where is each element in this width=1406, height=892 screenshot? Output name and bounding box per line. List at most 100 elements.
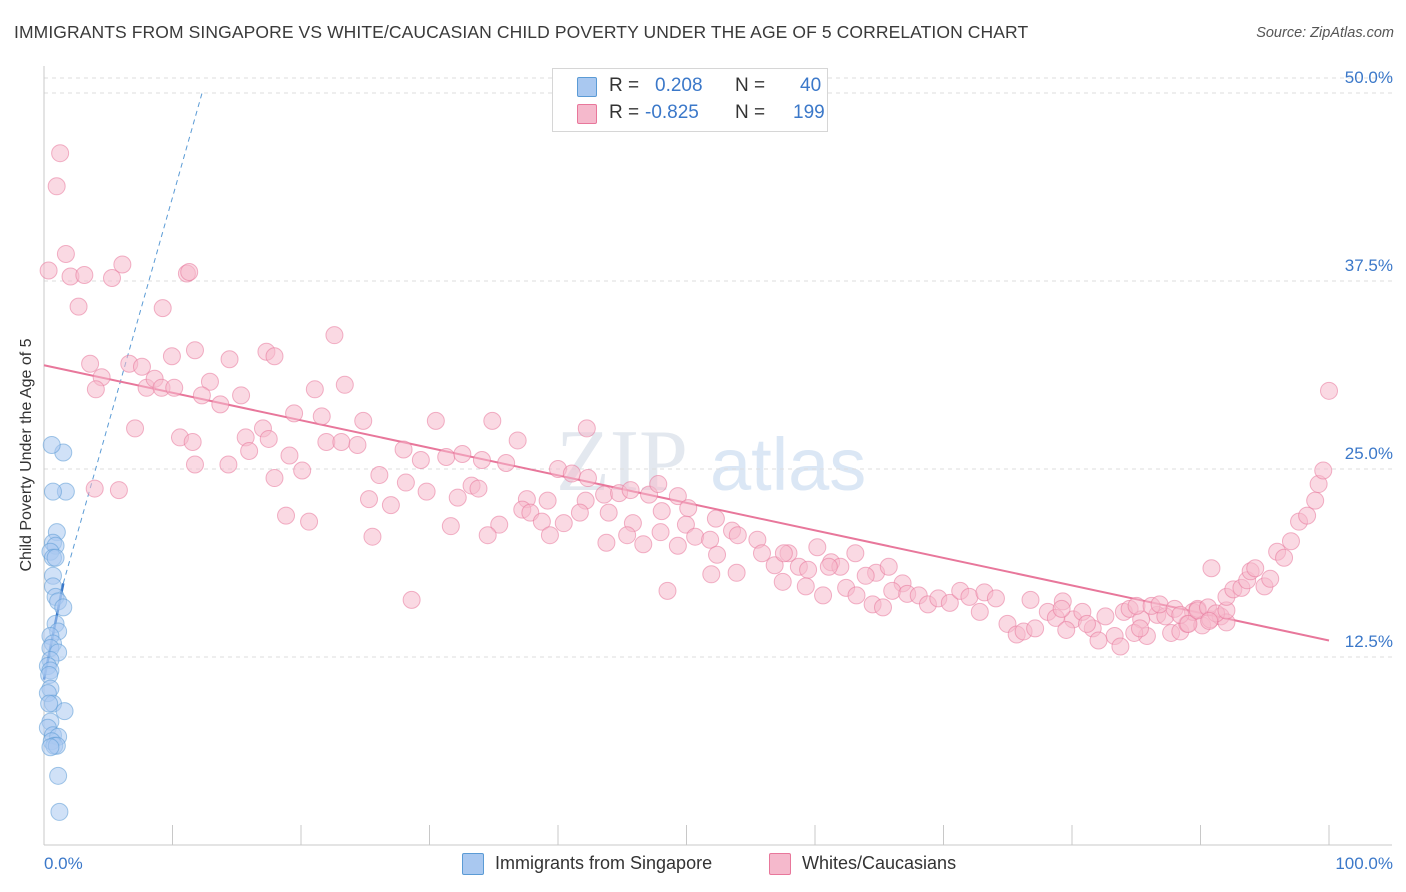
data-point-whites bbox=[686, 527, 705, 546]
data-point-singapore bbox=[55, 702, 74, 721]
data-point-whites bbox=[1111, 637, 1130, 656]
data-point-whites bbox=[132, 357, 151, 376]
data-point-whites bbox=[411, 450, 430, 469]
data-point-whites bbox=[1057, 620, 1076, 639]
data-point-whites bbox=[211, 395, 230, 414]
data-point-whites bbox=[883, 581, 902, 600]
data-point-whites bbox=[1150, 595, 1169, 614]
data-point-whites bbox=[51, 144, 70, 163]
data-point-whites bbox=[109, 481, 128, 500]
data-point-whites bbox=[1202, 559, 1221, 578]
legend-n-value: 199 bbox=[793, 102, 825, 123]
data-point-whites bbox=[335, 375, 354, 394]
data-point-whites bbox=[441, 517, 460, 536]
data-point-whites bbox=[773, 572, 792, 591]
data-point-whites bbox=[312, 407, 331, 426]
data-point-whites bbox=[265, 469, 284, 488]
data-point-whites bbox=[814, 586, 833, 605]
data-point-whites bbox=[727, 563, 746, 582]
data-point-whites bbox=[102, 269, 121, 288]
data-point-whites bbox=[478, 526, 497, 545]
data-point-whites bbox=[1021, 590, 1040, 609]
data-point-whites bbox=[856, 566, 875, 585]
legend-r-value: 0.208 bbox=[655, 75, 703, 96]
data-point-singapore bbox=[50, 802, 69, 821]
data-point-whites bbox=[220, 350, 239, 369]
data-point-whites bbox=[847, 586, 866, 605]
data-point-whites bbox=[597, 533, 616, 552]
data-point-whites bbox=[538, 491, 557, 510]
data-point-whites bbox=[363, 527, 382, 546]
data-point-whites bbox=[651, 523, 670, 542]
data-point-whites bbox=[185, 455, 204, 474]
data-point-whites bbox=[1261, 569, 1280, 588]
data-point-whites bbox=[1298, 506, 1317, 525]
data-point-whites bbox=[728, 526, 747, 545]
data-point-whites bbox=[153, 299, 172, 318]
chart-title: IMMIGRANTS FROM SINGAPORE VS WHITE/CAUCA… bbox=[14, 22, 1029, 42]
data-point-whites bbox=[180, 263, 199, 282]
data-point-whites bbox=[634, 535, 653, 554]
data-point-whites bbox=[1275, 548, 1294, 567]
data-point-whites bbox=[796, 577, 815, 596]
watermark-atlas: atlas bbox=[710, 423, 866, 506]
trend-lines bbox=[42, 92, 1330, 680]
data-point-whites bbox=[799, 560, 818, 579]
tick-labels: 12.5% 25.0% 37.5% 50.0% 0.0% 100.0% bbox=[44, 68, 1393, 873]
data-point-singapore bbox=[41, 738, 60, 757]
data-point-whites bbox=[679, 499, 698, 518]
data-point-whites bbox=[469, 479, 488, 498]
data-point-whites bbox=[240, 441, 259, 460]
data-point-whites bbox=[879, 557, 898, 576]
legend-n-label: N = bbox=[735, 75, 766, 96]
data-point-singapore bbox=[49, 766, 68, 785]
data-point-whites bbox=[1127, 596, 1146, 615]
data-point-whites bbox=[126, 419, 145, 438]
bottom-legend-label: Immigrants from Singapore bbox=[495, 853, 713, 873]
data-point-whites bbox=[285, 404, 304, 423]
correlation-legend: R = 0.208 N = 40 R = -0.825 N = 199 bbox=[552, 68, 828, 132]
data-point-whites bbox=[219, 455, 238, 474]
data-point-singapore bbox=[40, 694, 59, 713]
bottom-legend-swatch-whites bbox=[769, 853, 791, 875]
data-point-whites bbox=[259, 429, 278, 448]
trendline-singapore-extension bbox=[62, 92, 203, 584]
y-tick-label: 25.0% bbox=[1345, 444, 1393, 463]
data-point-whites bbox=[1246, 559, 1265, 578]
series-whites-caucasians bbox=[39, 144, 1338, 656]
data-point-whites bbox=[599, 503, 618, 522]
legend-r-value: -0.825 bbox=[645, 102, 699, 123]
data-point-whites bbox=[232, 386, 251, 405]
data-point-whites bbox=[265, 347, 284, 366]
data-point-whites bbox=[497, 454, 516, 473]
data-point-whites bbox=[1281, 532, 1300, 551]
data-point-whites bbox=[448, 488, 467, 507]
data-point-whites bbox=[940, 593, 959, 612]
data-point-whites bbox=[1179, 614, 1198, 633]
data-point-whites bbox=[192, 386, 211, 405]
y-tick-label: 12.5% bbox=[1345, 632, 1393, 651]
data-point-singapore bbox=[42, 435, 61, 454]
data-point-whites bbox=[1130, 619, 1149, 638]
x-tick-label: 100.0% bbox=[1335, 854, 1393, 873]
data-point-whites bbox=[396, 473, 415, 492]
data-point-whites bbox=[578, 469, 597, 488]
data-point-whites bbox=[562, 464, 581, 483]
data-point-whites bbox=[39, 261, 58, 280]
data-point-whites bbox=[81, 354, 100, 373]
series-immigrants-singapore bbox=[38, 435, 75, 821]
axes bbox=[43, 66, 1392, 846]
data-point-whites bbox=[532, 512, 551, 531]
data-point-whites bbox=[1096, 607, 1115, 626]
data-point-whites bbox=[381, 496, 400, 515]
y-tick-label: 37.5% bbox=[1345, 256, 1393, 275]
data-point-whites bbox=[702, 565, 721, 584]
legend-swatch-whites bbox=[577, 104, 597, 124]
data-point-whites bbox=[472, 450, 491, 469]
data-point-whites bbox=[437, 447, 456, 466]
legend-r-label: R = bbox=[609, 75, 640, 96]
data-point-whites bbox=[426, 411, 445, 430]
data-point-whites bbox=[960, 587, 979, 606]
data-point-whites bbox=[69, 297, 88, 316]
data-point-whites bbox=[554, 514, 573, 533]
